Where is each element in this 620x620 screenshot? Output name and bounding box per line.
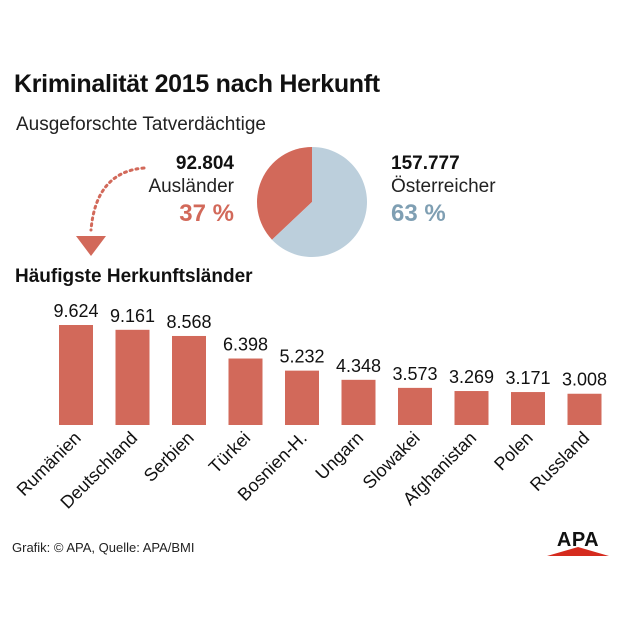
arrow-head	[76, 236, 106, 256]
bar-deutschland	[115, 329, 150, 425]
bar-afghanistan	[454, 391, 489, 425]
bar-value-label: 4.348	[336, 356, 381, 376]
foreigners-label: Ausländer	[148, 176, 234, 197]
section-title: Häufigste Herkunftsländer	[15, 266, 253, 287]
bar-russland	[567, 393, 602, 425]
foreigners-block: 92.804 Ausländer 37 %	[116, 153, 234, 229]
category-label: Serbien	[140, 428, 198, 486]
source-note: Grafik: © APA, Quelle: APA/BMI	[12, 540, 195, 555]
austrians-label: Österreicher	[391, 176, 496, 197]
bar-value-label: 3.573	[392, 364, 437, 384]
chart-title: Kriminalität 2015 nach Herkunft	[14, 70, 380, 98]
pie-slice-austrians	[271, 147, 367, 257]
bar-value-label: 3.269	[449, 367, 494, 387]
bar-bosnien-h-	[285, 370, 319, 425]
bar-chart: 9.624Rumänien9.161Deutschland8.568Serbie…	[13, 301, 607, 513]
bar-rumänien	[59, 325, 93, 425]
arrow-path	[89, 166, 146, 232]
chart-subtitle: Ausgeforschte Tatverdächtige	[16, 114, 266, 135]
category-label: Ungarn	[311, 428, 367, 484]
bar-türkei	[228, 358, 263, 425]
austrians-count: 157.777	[391, 153, 460, 174]
austrians-block: 157.777 Österreicher 63 %	[391, 153, 496, 229]
apa-logo: APA	[547, 526, 609, 561]
bar-value-label: 8.568	[166, 312, 211, 332]
austrians-percent: 63 %	[391, 200, 446, 227]
bar-slowakei	[398, 387, 432, 425]
category-label: Polen	[490, 428, 537, 475]
pie-slice-foreigners	[257, 147, 312, 240]
bar-serbien	[172, 335, 206, 425]
bar-ungarn	[341, 379, 376, 425]
bar-value-label: 3.171	[505, 368, 550, 388]
bar-value-label: 5.232	[279, 347, 324, 367]
bar-value-label: 9.624	[53, 301, 98, 321]
svg-text:APA: APA	[557, 529, 599, 551]
bar-value-label: 9.161	[110, 306, 155, 326]
bar-value-label: 3.008	[562, 370, 607, 390]
pie-chart	[257, 147, 367, 257]
foreigners-count: 92.804	[175, 153, 234, 174]
category-label: Russland	[526, 428, 593, 495]
category-label: Türkei	[205, 428, 255, 478]
bar-value-label: 6.398	[223, 335, 268, 355]
bar-polen	[511, 392, 545, 425]
foreigners-percent: 37 %	[179, 200, 234, 227]
